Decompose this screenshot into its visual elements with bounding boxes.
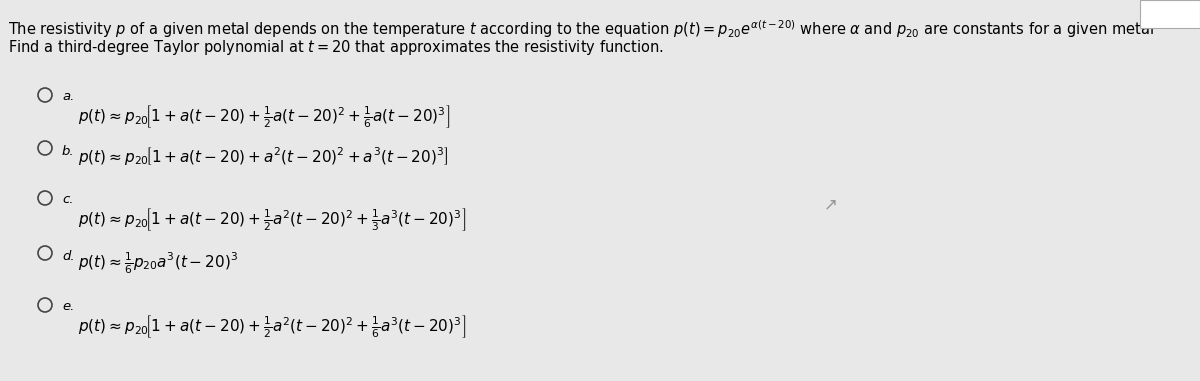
Text: d.: d. (62, 250, 74, 263)
Text: c.: c. (62, 193, 73, 206)
Text: $p(t) \approx p_{20}\!\left[1 + a(t-20) + \frac{1}{2}a^2(t-20)^2 + \frac{1}{3}a^: $p(t) \approx p_{20}\!\left[1 + a(t-20) … (78, 206, 466, 233)
Text: a.: a. (62, 90, 74, 103)
Text: $p(t) \approx p_{20}\!\left[1 + a(t-20) + \frac{1}{2}a(t-20)^2 + \frac{1}{6}a(t-: $p(t) \approx p_{20}\!\left[1 + a(t-20) … (78, 103, 450, 130)
Text: e.: e. (62, 300, 74, 313)
Text: b.: b. (62, 145, 74, 158)
Text: $p(t) \approx \frac{1}{6}p_{20}a^3(t-20)^3$: $p(t) \approx \frac{1}{6}p_{20}a^3(t-20)… (78, 250, 238, 275)
Text: $p(t) \approx p_{20}\!\left[1 + a(t-20) + \frac{1}{2}a^2(t-20)^2 + \frac{1}{6}a^: $p(t) \approx p_{20}\!\left[1 + a(t-20) … (78, 313, 466, 340)
Text: Find a third-degree Taylor polynomial at $t = 20$ that approximates the resistiv: Find a third-degree Taylor polynomial at… (8, 38, 664, 57)
Text: The resistivity $p$ of a given metal depends on the temperature $t$ according to: The resistivity $p$ of a given metal dep… (8, 18, 1154, 40)
Text: $p(t) \approx p_{20}\!\left[1 + a(t-20) + a^2(t-20)^2 + a^3(t-20)^3\right]$: $p(t) \approx p_{20}\!\left[1 + a(t-20) … (78, 145, 449, 167)
Text: $\nearrow$: $\nearrow$ (820, 196, 836, 214)
FancyBboxPatch shape (1140, 0, 1200, 28)
